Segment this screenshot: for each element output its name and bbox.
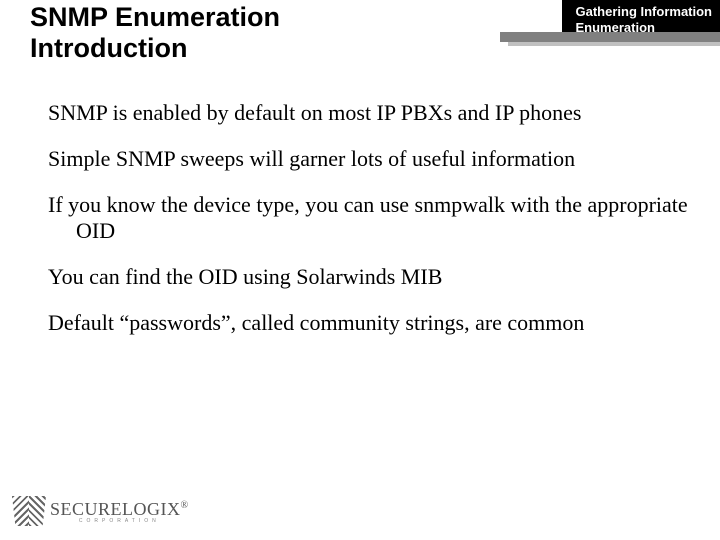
bullet-item: If you know the device type, you can use… (48, 192, 690, 244)
logo-rest: ECURELOGIX (61, 499, 181, 519)
slide-body: SNMP is enabled by default on most IP PB… (48, 100, 690, 356)
logo-letter-s: S (50, 499, 61, 519)
company-logo: SECURELOGIX® CORPORATION (12, 496, 189, 526)
logo-text: SECURELOGIX® (50, 499, 189, 520)
slide: Gathering Information Enumeration SNMP E… (0, 0, 720, 540)
section-tab-line1: Gathering Information (576, 4, 713, 20)
bullet-item: SNMP is enabled by default on most IP PB… (48, 100, 690, 126)
title-line2: Introduction (30, 33, 187, 63)
tab-shadow-1 (500, 32, 720, 42)
logo-text-wrap: SECURELOGIX® CORPORATION (50, 499, 189, 524)
slide-header: Gathering Information Enumeration SNMP E… (0, 0, 720, 78)
registered-icon: ® (181, 500, 189, 511)
tab-shadow-2 (508, 42, 720, 46)
bullet-item: Simple SNMP sweeps will garner lots of u… (48, 146, 690, 172)
logo-mark-icon (12, 496, 46, 526)
bullet-item: You can find the OID using Solarwinds MI… (48, 264, 690, 290)
bullet-item: Default “passwords”, called community st… (48, 310, 690, 336)
slide-title: SNMP Enumeration Introduction (30, 2, 280, 64)
title-line1: SNMP Enumeration (30, 2, 280, 32)
